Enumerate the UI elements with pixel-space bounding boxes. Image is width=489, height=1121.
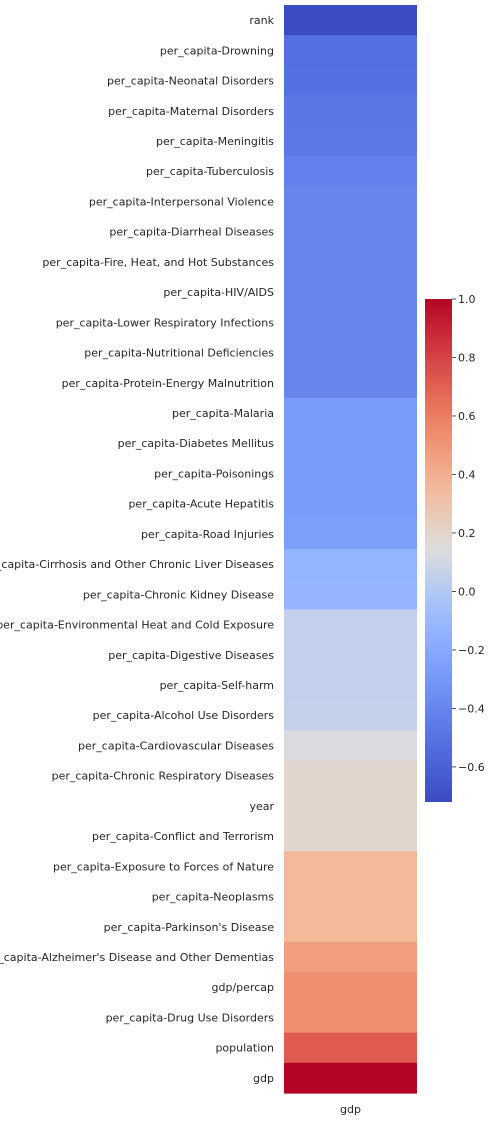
colorbar-tick-label: −0.4 [458, 702, 485, 715]
row-label: per_capita-HIV/AIDS [163, 286, 274, 299]
heatmap-cell [284, 639, 417, 671]
heatmap-cell [284, 5, 417, 36]
row-label: per_capita-Lower Respiratory Infections [56, 316, 275, 329]
heatmap-cell [284, 216, 417, 248]
row-label: per_capita-Digestive Diseases [108, 649, 274, 662]
heatmap-cell [284, 881, 417, 913]
heatmap-cell [284, 549, 417, 580]
row-label: per_capita-Interpersonal Violence [89, 195, 274, 208]
heatmap-cell [284, 730, 417, 762]
colorbar-tick-label: 1.0 [458, 293, 476, 306]
heatmap-cell [284, 700, 417, 731]
row-label: per_capita-Acute Hepatitis [128, 498, 274, 511]
row-label: per_capita-Alzheimer's Disease and Other… [0, 951, 274, 964]
row-label: population [215, 1042, 274, 1055]
heatmap-cells [284, 5, 417, 1094]
heatmap-cell [284, 760, 417, 792]
heatmap-cell [284, 911, 417, 943]
row-label: per_capita-Environmental Heat and Cold E… [0, 619, 274, 632]
heatmap-cell [284, 458, 417, 490]
heatmap-cell [284, 972, 417, 1003]
colorbar-tick-label: 0.4 [458, 468, 476, 481]
row-label: per_capita-Diabetes Mellitus [118, 437, 275, 450]
colorbar-tick-label: −0.6 [458, 761, 485, 774]
heatmap-cell [284, 941, 417, 973]
row-label: per_capita-Nutritional Deficiencies [84, 347, 274, 360]
heatmap-cell [284, 609, 417, 641]
row-label: year [249, 800, 274, 813]
heatmap-cell [284, 367, 417, 399]
heatmap-cell [284, 186, 417, 218]
heatmap-cell [284, 307, 417, 339]
heatmap-cell [284, 488, 417, 520]
row-label: per_capita-Alcohol Use Disorders [93, 709, 275, 722]
row-label: per_capita-Exposure to Forces of Nature [53, 860, 274, 873]
heatmap-cell [284, 1032, 417, 1064]
colorbar-tick-label: 0.2 [458, 527, 476, 540]
row-label: per_capita-Tuberculosis [146, 165, 274, 178]
heatmap-cell [284, 35, 417, 67]
row-label: per_capita-Diarrheal Diseases [109, 226, 274, 239]
row-label: per_capita-Neonatal Disorders [107, 75, 274, 88]
heatmap-cell [284, 669, 417, 701]
heatmap-cell [284, 125, 417, 157]
row-label: rank [249, 14, 274, 27]
row-label: per_capita-Cirrhosis and Other Chronic L… [0, 558, 274, 571]
heatmap-cell [284, 1002, 417, 1034]
column-labels: gdp [340, 1103, 361, 1116]
row-label: per_capita-Drowning [160, 44, 274, 57]
colorbar: −0.6 −0.4 −0.2 0.0 0.2 0.4 0.6 0.8 1.0 [425, 293, 485, 802]
row-label: gdp [253, 1072, 274, 1085]
heatmap-cell [284, 246, 417, 278]
row-label: per_capita-Maternal Disorders [108, 105, 274, 118]
row-label: per_capita-Parkinson's Disease [104, 921, 275, 934]
heatmap-cell [284, 790, 417, 822]
row-label: per_capita-Road Injuries [141, 528, 274, 541]
row-labels: rank per_capita-Drowning per_capita-Neonat… [0, 14, 275, 1085]
colorbar-gradient [425, 299, 452, 802]
heatmap-cell [284, 65, 417, 97]
row-label: per_capita-Malaria [172, 407, 274, 420]
row-label: per_capita-Conflict and Terrorism [92, 830, 274, 843]
heatmap-cell [284, 1062, 417, 1094]
row-label: per_capita-Chronic Kidney Disease [83, 588, 274, 601]
heatmap-cell [284, 518, 417, 550]
row-label: per_capita-Protein-Energy Malnutrition [62, 377, 274, 390]
row-label: gdp/percap [212, 981, 274, 994]
heatmap-cell [284, 579, 417, 611]
heatmap-cell [284, 821, 417, 852]
row-label: per_capita-Self-harm [160, 679, 274, 692]
heatmap-cell [284, 397, 417, 429]
colorbar-tick-label: −0.2 [458, 644, 485, 657]
column-label: gdp [340, 1103, 361, 1116]
heatmap-cell [284, 337, 417, 369]
row-label: per_capita-Neoplasms [152, 891, 275, 904]
heatmap-cell [284, 851, 417, 883]
heatmap-cell [284, 156, 417, 187]
colorbar-tick-label: 0.8 [458, 351, 476, 364]
colorbar-tick-label: 0.0 [458, 585, 476, 598]
row-label: per_capita-Meningitis [156, 135, 274, 148]
row-label: per_capita-Chronic Respiratory Diseases [52, 770, 275, 783]
heatmap-cell [284, 277, 417, 308]
heatmap-cell [284, 95, 417, 127]
colorbar-tick-label: 0.6 [458, 410, 476, 423]
row-label: per_capita-Fire, Heat, and Hot Substance… [42, 256, 274, 269]
row-label: per_capita-Drug Use Disorders [106, 1011, 275, 1024]
heatmap-cell [284, 428, 417, 459]
row-label: per_capita-Poisonings [154, 467, 274, 480]
row-label: per_capita-Cardiovascular Diseases [78, 739, 274, 752]
